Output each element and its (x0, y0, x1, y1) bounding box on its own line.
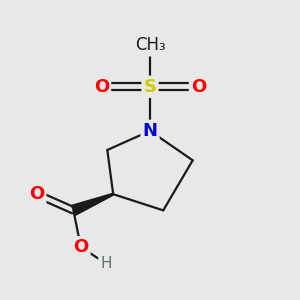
Text: O: O (73, 238, 88, 256)
Text: O: O (29, 185, 44, 203)
Text: S: S (143, 78, 157, 96)
Text: N: N (142, 122, 158, 140)
Polygon shape (71, 193, 113, 215)
Text: H: H (100, 256, 112, 271)
Text: CH₃: CH₃ (135, 37, 165, 55)
Text: O: O (94, 78, 109, 96)
Text: O: O (191, 78, 206, 96)
